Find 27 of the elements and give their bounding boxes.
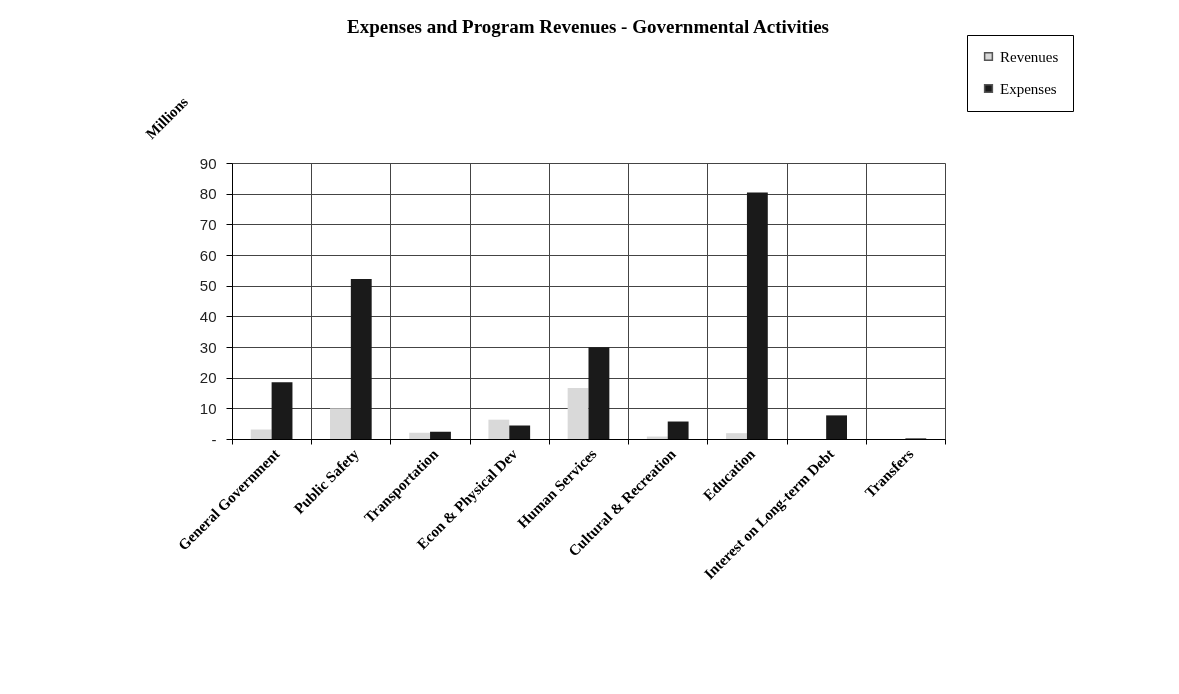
bar <box>826 415 848 439</box>
y-tick-label: 60 <box>199 246 217 264</box>
bar <box>271 382 293 439</box>
y-tick-label: 80 <box>199 185 217 203</box>
y-tick-label: 70 <box>199 215 217 233</box>
bar <box>488 419 510 439</box>
bar <box>350 278 372 439</box>
bar <box>588 347 610 439</box>
y-tick-label: 90 <box>199 154 217 172</box>
legend-label: Expenses <box>1000 80 1057 97</box>
y-tick-label: - <box>211 430 217 448</box>
y-tick-label: 20 <box>199 369 217 387</box>
y-tick-label: 40 <box>199 307 217 325</box>
y-tick-label: 30 <box>199 338 217 356</box>
y-tick-label: 50 <box>199 277 217 295</box>
bar <box>726 433 747 439</box>
bar <box>329 408 351 439</box>
legend-label: Revenues <box>1000 48 1059 65</box>
bar <box>567 388 589 439</box>
chart-title: Expenses and Program Revenues - Governmental Activities <box>347 16 829 37</box>
bar <box>430 431 451 439</box>
y-tick-label: 10 <box>199 399 217 417</box>
bar <box>746 192 768 439</box>
bar <box>509 425 531 439</box>
bar <box>250 429 272 439</box>
bar <box>667 421 689 439</box>
bar <box>409 432 431 439</box>
